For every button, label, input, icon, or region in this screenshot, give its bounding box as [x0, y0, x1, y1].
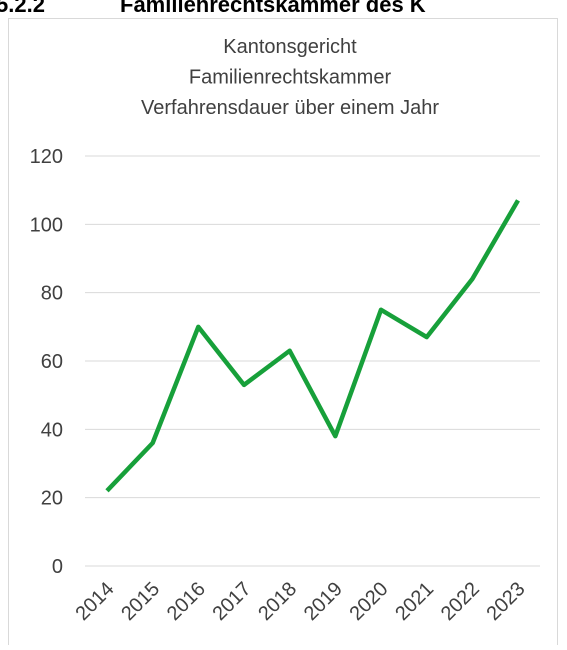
x-tick-label: 2018 — [254, 578, 301, 625]
y-tick-label: 80 — [41, 283, 63, 305]
y-tick-label: 40 — [41, 419, 63, 441]
chart-title: Verfahrensdauer über einem Jahr — [141, 97, 439, 119]
data-line — [105, 199, 520, 493]
x-tick-label: 2021 — [391, 578, 438, 625]
section-heading: Familienrechtskammer des K — [120, 0, 426, 17]
y-tick-label: 120 — [30, 146, 63, 168]
x-tick-label: 2017 — [209, 578, 256, 625]
chart-title: Familienrechtskammer — [189, 67, 392, 89]
x-tick-label: 2015 — [117, 578, 164, 625]
chart-title: Kantonsgericht — [223, 36, 357, 58]
x-tick-label: 2016 — [163, 578, 210, 625]
x-tick-label: 2019 — [300, 578, 347, 625]
y-tick-label: 0 — [52, 556, 63, 578]
section-number: 5.2.2 — [0, 0, 45, 17]
chart-frame — [8, 18, 558, 645]
x-tick-label: 2014 — [72, 578, 119, 625]
y-tick-label: 60 — [41, 351, 63, 373]
x-tick-label: 2022 — [437, 578, 484, 625]
x-tick-label: 2023 — [483, 578, 530, 625]
y-tick-label: 100 — [30, 214, 63, 236]
y-tick-label: 20 — [41, 488, 63, 510]
x-tick-label: 2020 — [346, 578, 393, 625]
